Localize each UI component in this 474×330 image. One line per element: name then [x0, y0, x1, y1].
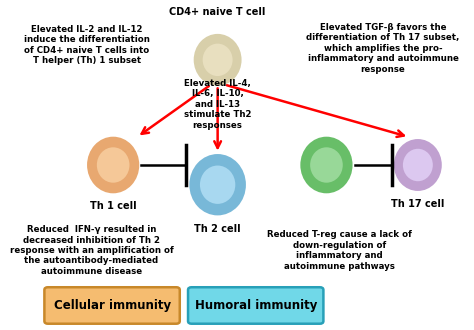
Text: Elevated IL-2 and IL-12
induce the differentiation
of CD4+ naive T cells into
T : Elevated IL-2 and IL-12 induce the diffe… [24, 25, 150, 65]
Text: Cellular immunity: Cellular immunity [54, 299, 171, 312]
Text: Reduced T-reg cause a lack of
down-regulation of
inflammatory and
autoimmune pat: Reduced T-reg cause a lack of down-regul… [267, 230, 412, 271]
FancyBboxPatch shape [188, 287, 323, 324]
Text: Th 1 cell: Th 1 cell [90, 201, 137, 211]
Ellipse shape [200, 166, 235, 204]
Ellipse shape [310, 147, 343, 183]
FancyBboxPatch shape [45, 287, 180, 324]
Text: CD4+ naive T cell: CD4+ naive T cell [169, 7, 266, 17]
Text: Elevated IL-4,
IL-6, IL-10,
and IL-13
stimulate Th2
responses: Elevated IL-4, IL-6, IL-10, and IL-13 st… [184, 79, 251, 129]
Text: Th 17 cell: Th 17 cell [391, 199, 445, 210]
Ellipse shape [394, 139, 442, 191]
Ellipse shape [403, 149, 433, 181]
Ellipse shape [194, 34, 242, 86]
Ellipse shape [87, 137, 139, 193]
Text: Elevated TGF-β favors the
differentiation of Th 17 subset,
which amplifies the p: Elevated TGF-β favors the differentiatio… [306, 23, 460, 74]
Ellipse shape [97, 147, 129, 183]
Text: Humoral immunity: Humoral immunity [194, 299, 317, 312]
Text: Reduced  IFN-γ resulted in
decreased inhibition of Th 2
response with an amplifi: Reduced IFN-γ resulted in decreased inhi… [9, 225, 173, 276]
Ellipse shape [203, 44, 233, 76]
Text: Th 2 cell: Th 2 cell [194, 224, 241, 234]
Ellipse shape [189, 154, 246, 215]
Ellipse shape [301, 137, 353, 193]
